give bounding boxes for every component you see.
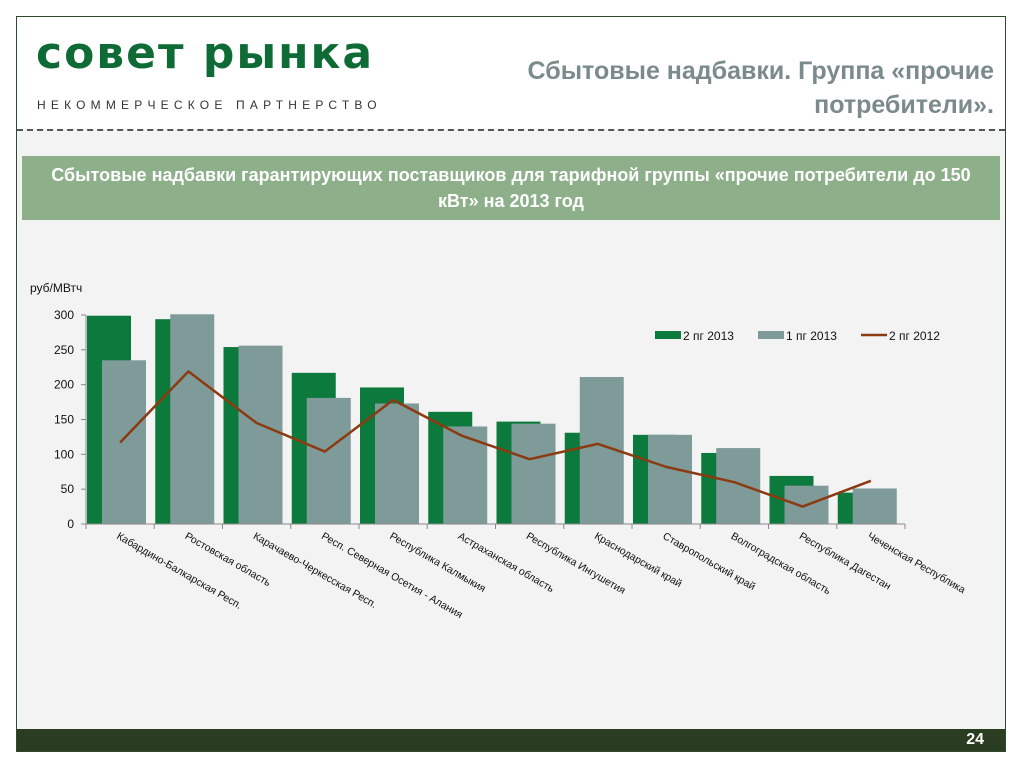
bar-series-b <box>170 314 215 524</box>
y-tick-label: 150 <box>54 413 74 427</box>
bar-series-b <box>716 448 761 524</box>
legend-label: 2 пг 2013 <box>683 329 734 343</box>
y-axis-label: руб/МВтч <box>30 281 82 295</box>
bars-group <box>87 314 897 524</box>
slide-title-line2: потребители». <box>814 91 994 119</box>
bar-series-b <box>511 423 556 524</box>
y-tick-label: 100 <box>54 447 74 461</box>
x-tick-label: Кабардино-Балкарская Респ. <box>115 530 244 612</box>
legend-swatch <box>655 331 681 339</box>
bar-series-b <box>852 488 897 524</box>
line-series-2pg2012 <box>119 370 872 508</box>
slide-title-line1: Сбытовые надбавки. Группа «прочие <box>527 57 994 85</box>
bar-series-b <box>102 360 146 524</box>
bar-series-b <box>238 345 283 524</box>
footer-bar <box>17 729 1005 751</box>
legend-label: 1 пг 2013 <box>786 329 837 343</box>
banner-text: Сбытовые надбавки гарантирующих поставщи… <box>51 165 971 211</box>
x-tick-label: Карачаево-Черкесская Респ. <box>251 530 379 611</box>
slide-title: Сбытовые надбавки. Группа «прочие потреб… <box>394 54 994 122</box>
y-tick-label: 250 <box>54 343 74 357</box>
bar-series-b <box>648 434 692 524</box>
legend-swatch <box>758 331 784 339</box>
x-tick-label: Респ. Северная Осетия - Алания <box>319 530 464 621</box>
line-series-group <box>119 370 872 508</box>
page-number: 24 <box>966 731 984 748</box>
y-tick-label: 50 <box>61 482 75 496</box>
y-tick-label: 200 <box>54 378 74 392</box>
legend-label: 2 пг 2012 <box>889 329 940 343</box>
y-tick-label: 0 <box>67 517 74 531</box>
legend: 2 пг 2013 1 пг 2013 2 пг 2012 <box>655 329 940 343</box>
y-axis: 0 50 100 150 200 250 300 <box>54 308 87 531</box>
logo-title: совет рынка <box>36 28 375 79</box>
x-axis: Кабардино-Балкарская Респ.Ростовская обл… <box>85 523 968 621</box>
header <box>17 17 1005 129</box>
bar-series-b <box>375 403 419 524</box>
header-divider <box>17 129 1005 131</box>
y-tick-label: 300 <box>54 308 74 322</box>
logo-subtitle: НЕКОММЕРЧЕСКОЕ ПАРТНЕРСТВО <box>37 98 382 112</box>
bar-series-b <box>306 397 351 524</box>
chart-banner: Сбытовые надбавки гарантирующих поставщи… <box>22 156 1000 220</box>
